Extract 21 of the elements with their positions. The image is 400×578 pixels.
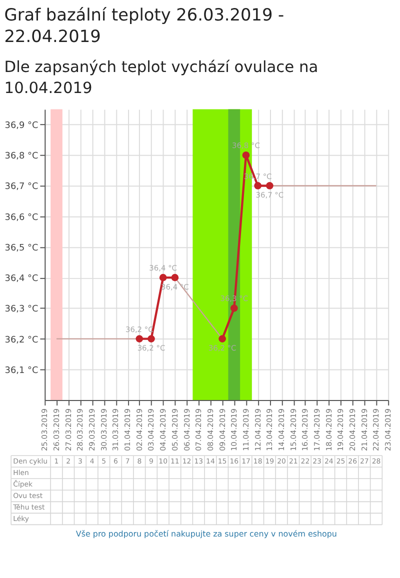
point: [266, 182, 274, 190]
y-tick-label: 36,2 °C: [4, 335, 38, 346]
point: [230, 304, 238, 312]
point: [171, 274, 179, 282]
y-tick-label: 36,3 °C: [4, 304, 38, 315]
y-tick-label: 36,8 °C: [4, 152, 38, 162]
text: Vše pro podporu početí nakupujte za super ceny v novém eshopu: [76, 530, 337, 539]
chart-title: Graf bazální teploty 26.03.2019 - 22.04.2019: [4, 4, 284, 46]
y-tick-label: 36,4 °C: [4, 274, 38, 284]
y-tick-label: 36,6 °C: [4, 212, 38, 223]
y-tick-label: 36,7 °C: [4, 182, 38, 192]
point: [218, 335, 226, 342]
point: [242, 151, 250, 159]
point: [136, 335, 144, 342]
y-tick-label: 36,9 °C: [4, 120, 38, 131]
chart-subtitle: Dle zapsaných teplot vychází ovulace na 10.04.2019: [4, 58, 318, 97]
y-tick-label: 36,1 °C: [4, 366, 38, 376]
point: [148, 335, 155, 342]
point: [254, 182, 262, 190]
y-tick-label: 36,5 °C: [4, 243, 38, 254]
point: [159, 274, 167, 282]
